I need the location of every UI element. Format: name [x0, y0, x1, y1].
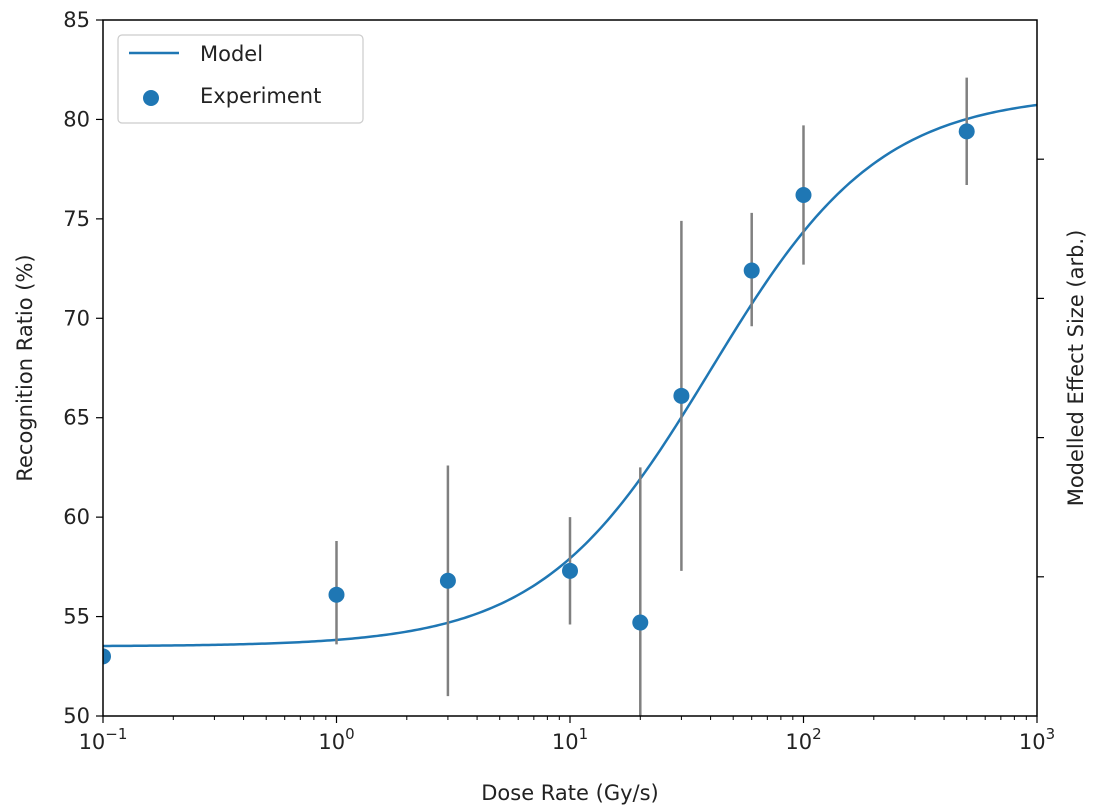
- experiment-point: [795, 186, 812, 203]
- x-tick-label: 102: [785, 725, 821, 754]
- y-tick-label: 60: [63, 505, 90, 529]
- x-axis-label: Dose Rate (Gy/s): [481, 781, 659, 805]
- legend: Model Experiment: [117, 34, 364, 124]
- x-tick-label: 101: [552, 725, 588, 754]
- axis-ticks: 10−1 100 101 102 103 50 55 60 65 70 75 80 85: [63, 8, 1055, 754]
- experiment-point: [958, 123, 975, 140]
- legend-box: [117, 34, 364, 124]
- y-tick-label: 50: [63, 704, 90, 728]
- x-tick-label: 10−1: [79, 725, 128, 754]
- experiment-point: [632, 614, 649, 631]
- x-tick-label: 100: [318, 725, 354, 754]
- y-tick-label: 55: [63, 605, 90, 629]
- y-tick-label: 80: [63, 107, 90, 131]
- y-tick-label: 70: [63, 306, 90, 330]
- y-tick-label: 85: [63, 8, 90, 32]
- y-tick-label: 65: [63, 406, 90, 430]
- secondary-y-axis-label: Modelled Effect Size (arb.): [1064, 230, 1088, 507]
- y-axis-label: Recognition Ratio (%): [13, 254, 37, 481]
- x-tick-label: 103: [1019, 725, 1055, 754]
- experiment-point: [743, 262, 760, 279]
- experiment-point: [439, 572, 456, 589]
- plot-area: [103, 77, 1037, 716]
- legend-model-label: Model: [200, 42, 263, 66]
- y-tick-label: 75: [63, 207, 90, 231]
- legend-experiment-label: Experiment: [200, 84, 321, 108]
- experiment-point: [103, 648, 111, 665]
- plot-marks: [103, 77, 1037, 716]
- experiment-point: [673, 387, 690, 404]
- experiment-point: [562, 562, 578, 579]
- experiment-point: [328, 586, 345, 603]
- legend-experiment-swatch: [143, 90, 159, 106]
